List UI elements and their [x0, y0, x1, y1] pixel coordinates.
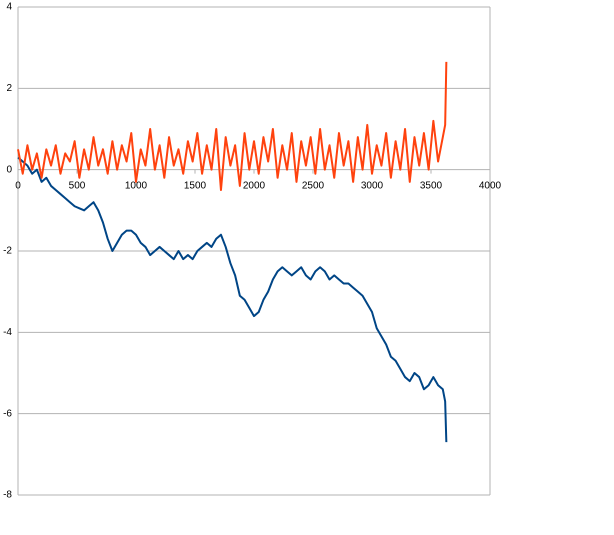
y-tick-label: 4: [6, 2, 12, 13]
x-tick-label: 4000: [479, 180, 502, 191]
y-tick-label: -4: [3, 327, 12, 338]
x-tick-label: 3000: [361, 180, 384, 191]
x-tick-label: 3500: [420, 180, 443, 191]
x-tick-label: 2000: [243, 180, 266, 191]
y-tick-label: 0: [6, 164, 12, 175]
x-tick-label: 0: [15, 180, 21, 191]
y-tick-label: -2: [3, 246, 12, 257]
x-tick-label: 1000: [125, 180, 148, 191]
data-line: [17, 61, 448, 191]
x-tick-label: 2500: [302, 180, 325, 191]
x-tick-label: 500: [69, 180, 86, 191]
data-line: [17, 156, 448, 443]
y-tick-label: -8: [3, 490, 12, 501]
y-tick-label: -6: [3, 408, 12, 419]
y-tick-label: 2: [6, 83, 12, 94]
x-tick-label: 1500: [184, 180, 207, 191]
